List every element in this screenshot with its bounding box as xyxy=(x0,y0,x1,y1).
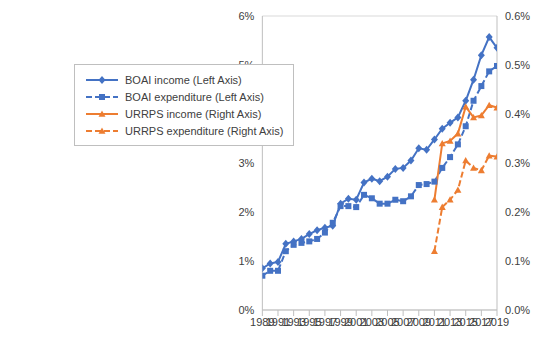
svg-text:0.1%: 0.1% xyxy=(505,255,530,267)
svg-text:0.2%: 0.2% xyxy=(505,206,530,218)
svg-text:2%: 2% xyxy=(238,206,254,218)
svg-text:4%: 4% xyxy=(238,108,254,120)
svg-text:2019: 2019 xyxy=(485,316,509,328)
svg-text:0.6%: 0.6% xyxy=(505,10,530,22)
svg-text:3%: 3% xyxy=(238,157,254,169)
svg-text:0.5%: 0.5% xyxy=(505,59,530,71)
svg-text:0.3%: 0.3% xyxy=(505,157,530,169)
svg-text:6%: 6% xyxy=(238,10,254,22)
svg-text:1%: 1% xyxy=(238,255,254,267)
svg-text:0.4%: 0.4% xyxy=(505,108,530,120)
svg-text:0.0%: 0.0% xyxy=(505,304,530,316)
svg-text:0%: 0% xyxy=(238,304,254,316)
svg-text:5%: 5% xyxy=(238,59,254,71)
